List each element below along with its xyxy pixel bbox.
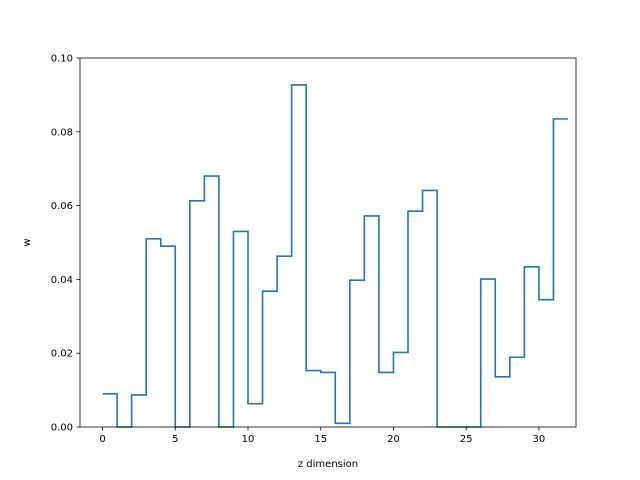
y-axis-label: w [22, 238, 33, 246]
y-tick-label: 0.10 [51, 54, 73, 65]
plot-frame [79, 57, 577, 428]
x-tick-label: 0 [99, 434, 105, 445]
x-axis-label: z dimension [298, 459, 358, 470]
x-tick-label: 25 [460, 434, 473, 445]
x-tick-label: 10 [242, 434, 255, 445]
y-tick-label: 0.08 [51, 127, 73, 138]
plot-background [80, 58, 576, 427]
x-tick-label: 15 [314, 434, 327, 445]
x-tick-label: 30 [533, 434, 546, 445]
y-tick-label: 0.04 [51, 275, 73, 286]
y-tick-label: 0.02 [51, 349, 73, 360]
x-tick-label: 5 [172, 434, 178, 445]
y-tick-label: 0.00 [51, 423, 73, 434]
y-tick-label: 0.06 [51, 201, 73, 212]
x-tick-label: 20 [387, 434, 400, 445]
